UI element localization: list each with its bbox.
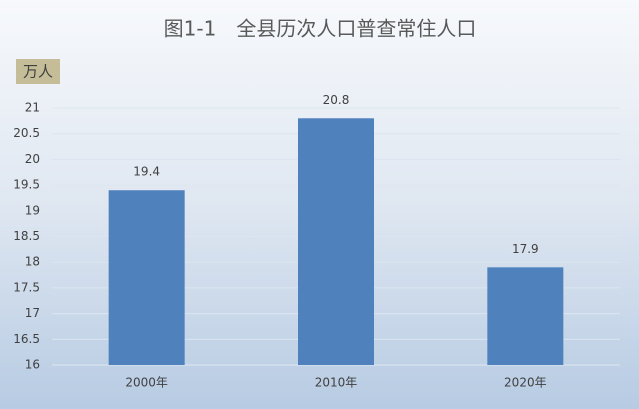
data-label: 20.8 xyxy=(323,93,350,107)
x-tick-label: 2000年 xyxy=(125,376,168,390)
y-tick-label: 17 xyxy=(25,306,40,320)
x-tick-label: 2010年 xyxy=(315,376,358,390)
y-tick-label: 16.5 xyxy=(13,332,40,346)
y-tick-label: 18 xyxy=(25,255,40,269)
chart-title: 图1-1 全县历次人口普查常住人口 xyxy=(164,17,477,41)
y-tick-label: 17.5 xyxy=(13,280,40,294)
y-tick-label: 19 xyxy=(25,203,40,217)
y-tick-label: 16 xyxy=(25,358,40,372)
bar xyxy=(108,190,185,365)
x-tick-label: 2020年 xyxy=(504,376,547,390)
y-tick-label: 21 xyxy=(25,101,40,115)
bar xyxy=(487,267,564,365)
y-tick-label: 20.5 xyxy=(13,126,40,140)
bar xyxy=(298,118,374,365)
y-axis-label: 万人 xyxy=(23,63,53,81)
data-label: 19.4 xyxy=(133,165,160,179)
y-tick-label: 19.5 xyxy=(13,178,40,192)
y-tick-label: 18.5 xyxy=(13,229,40,243)
unit-box xyxy=(16,59,60,84)
y-tick-label: 20 xyxy=(25,152,40,166)
data-label: 17.9 xyxy=(512,242,539,256)
